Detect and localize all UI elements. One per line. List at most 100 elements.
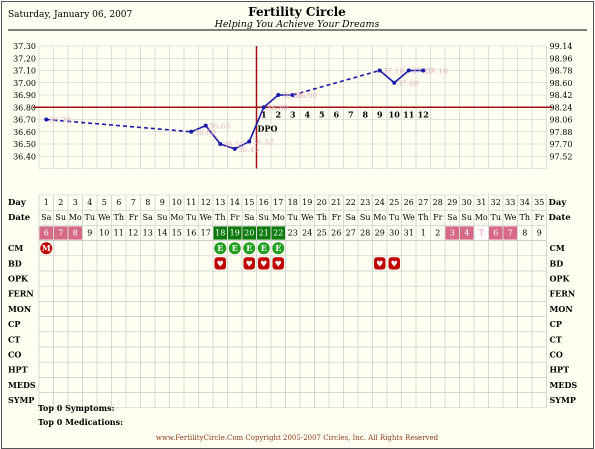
y-tick-label-c: 36.90 [13,91,36,100]
weekday-label: Su [461,213,472,222]
bd-heart-icon [243,257,255,270]
y-tick-label-f: 98.60 [550,79,573,88]
day-number: 27 [418,198,428,207]
day-number: 23 [360,198,370,207]
date-number: 14 [157,228,167,237]
top-symptoms-label: Top 0 Symptoms: [38,403,115,413]
weekday-label: Sa [346,213,356,222]
obs-row-label: CO [8,350,21,360]
date-number: 11 [114,228,124,237]
obs-row-label-right: CT [550,334,562,344]
menses-marker-label: M [42,243,51,253]
date-number: 21 [259,228,269,237]
obs-row-label: OPK [8,274,29,284]
y-axis-fahrenheit: 99.14 98.96 98.78 98.60 98.42 98.24 98.06 97.88… [550,42,573,161]
bd-heart-glyph: ♥ [391,259,398,268]
obs-row-label-right: HPT [550,365,570,375]
weekday-label: Mo [475,213,488,222]
date-number: 28 [360,228,370,237]
y-tick-label-c: 37.30 [13,42,36,51]
y-tick-label-f: 98.24 [550,103,573,112]
y-tick-label-c: 36.60 [13,128,36,137]
day-number: 35 [534,198,544,207]
day-number: 10 [172,198,182,207]
day-number: 26 [404,198,414,207]
temp-point-label: 36.50 [223,140,245,149]
series-segment [248,106,265,142]
date-cell-highlight [474,226,488,240]
dpo-label: 12 [418,109,429,119]
day-number: 18 [288,198,298,207]
obs-row-label-right: MEDS [550,380,578,390]
date-number: 10 [99,228,109,237]
day-row-label: Day [8,198,27,208]
weekday-label: We [504,213,517,222]
series-segment [219,143,236,150]
temp-point-label: 36.60 [194,128,216,137]
temp-point [261,105,266,110]
date-row-label-right: Date [549,213,572,223]
weekday-label: We [403,213,416,222]
y-tick-label-c: 36.80 [13,103,36,112]
temp-point-label: 37.10 [383,67,405,76]
dpo-label: 1 [261,109,267,119]
y-tick-label-f: 97.88 [550,128,573,137]
bd-heart-glyph: ♥ [376,259,383,268]
day-number: 14 [230,198,240,207]
ovulation-label: DPO [258,123,278,133]
copyright-footer: www.FertilityCircle.Com Copyright 2005-2… [156,434,439,442]
y-tick-label-f: 97.52 [550,152,573,161]
dpo-label: 9 [377,109,383,119]
obs-row-label-right: FERN [550,289,576,299]
dpo-label: 8 [362,109,368,119]
obs-row-label: SYMP [8,395,34,405]
day-number: 8 [145,198,150,207]
weekday-label: We [200,213,213,222]
temp-point [44,117,49,122]
date-number: 13 [143,228,153,237]
date-number: 17 [201,228,211,237]
obs-row-label: MON [8,304,31,314]
date-cell-highlight [54,226,68,240]
day-number: 24 [375,198,385,207]
date-number: 9 [87,228,92,237]
date-number: 15 [172,228,182,237]
weekday-label: Fr [230,213,240,222]
series-segment [379,69,395,84]
weekday-label: Tu [85,213,96,222]
temp-point [276,93,281,97]
obs-row-label-right: OPK [550,274,571,284]
bd-heart-glyph: ♥ [246,259,253,268]
obs-row-label-right: CM [550,243,565,253]
day-number: 21 [331,198,341,207]
obs-row-label-right: BD [550,258,564,268]
day-number: 22 [346,198,356,207]
dpo-label: 7 [348,109,354,119]
series-segment [205,125,221,145]
date-number: 29 [375,228,385,237]
temp-point [377,68,382,73]
day-number: 5 [102,198,107,207]
day-number: 30 [462,198,472,207]
temp-point [290,93,295,97]
temp-point-label: 36.70 [49,116,71,125]
dpo-label: 6 [333,109,339,119]
day-number: 17 [273,198,283,207]
day-number: 31 [476,198,486,207]
temp-point [247,139,252,144]
cm-eggwhite-icon [214,242,227,255]
obs-row-label: BD [8,258,22,268]
day-number: 34 [520,198,530,207]
day-number: 15 [244,198,254,207]
weekday-label: Su [157,213,168,222]
temp-point [218,142,223,146]
day-number: 20 [317,198,327,207]
date-row-label: Date [8,213,31,223]
date-cell-highlight [257,226,271,240]
obs-row-label: HPT [8,365,28,375]
y-tick-label-c: 36.40 [13,152,36,161]
temp-point-label: 36.52 [252,138,274,147]
weekday-label: Fr [535,213,545,222]
